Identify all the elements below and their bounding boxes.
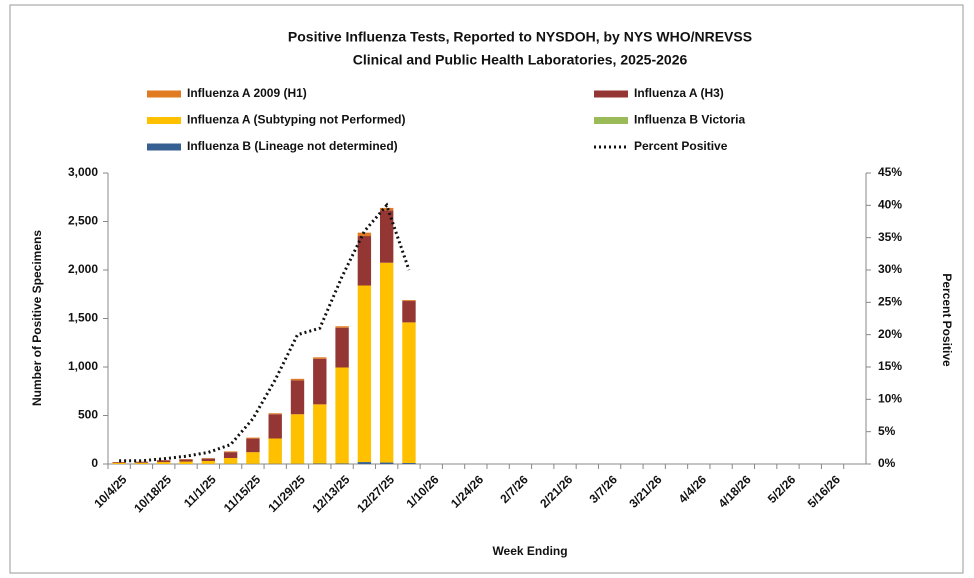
bar-segment (112, 462, 126, 464)
bar-segment (379, 210, 394, 263)
bar-segment (246, 438, 260, 453)
bar-segment (268, 413, 282, 415)
legend-label: Influenza B Victoria (634, 113, 745, 127)
bar-segment (335, 327, 349, 368)
legend-label: Influenza A 2009 (H1) (187, 86, 307, 100)
y2-tick-label: 10% (878, 392, 902, 406)
legend-swatch (147, 143, 181, 151)
y-tick-label: 2,500 (68, 214, 98, 228)
bar-segment (290, 378, 305, 381)
bar-segment (201, 458, 216, 461)
bar-segment (313, 404, 327, 464)
bar-segment (223, 451, 238, 453)
bar-segment (223, 457, 238, 464)
y-tick-label: 500 (78, 408, 98, 422)
y2-tick-label: 25% (878, 295, 902, 309)
bar-segment (357, 236, 372, 286)
bar-segment (157, 460, 171, 463)
bar-segment (313, 357, 327, 359)
bar-segment (313, 358, 327, 405)
bar-segment (335, 367, 349, 464)
y2-tick-label: 30% (878, 262, 902, 276)
bar-segment (179, 461, 193, 464)
x-axis-title: Week Ending (492, 544, 567, 558)
bar-segment (402, 322, 416, 464)
bar-segment (157, 462, 171, 464)
bar-segment (290, 380, 305, 415)
y2-tick-label: 0% (878, 456, 896, 470)
bar-segment (335, 326, 349, 328)
bar-segment (402, 300, 416, 302)
y-tick-label: 2,000 (68, 262, 98, 276)
legend-label: Influenza B (Lineage not determined) (187, 139, 398, 153)
y-tick-label: 1,500 (68, 311, 98, 325)
y-axis-title: Number of Positive Specimens (30, 230, 44, 406)
y-tick-label: 0 (91, 456, 98, 470)
legend-label: Influenza A (H3) (634, 86, 724, 100)
y2-axis-title: Percent Positive (940, 273, 954, 367)
bar-segment (201, 460, 216, 464)
y2-tick-label: 5% (878, 424, 896, 438)
y-tick-label: 1,000 (68, 359, 98, 373)
bar-segment (357, 462, 372, 464)
chart-title: Clinical and Public Health Laboratories,… (353, 52, 688, 68)
y2-tick-label: 15% (878, 359, 902, 373)
legend-swatch (594, 90, 628, 98)
bar-segment (379, 262, 394, 463)
bar-segment (379, 462, 394, 464)
chart-title: Positive Influenza Tests, Reported to NY… (288, 29, 752, 45)
chart-frame (9, 4, 964, 574)
bar-segment (179, 459, 193, 462)
legend-swatch (147, 90, 181, 98)
y2-tick-label: 45% (878, 165, 902, 179)
bar-segment (357, 232, 372, 237)
bar-segment (402, 463, 416, 464)
bar-segment (357, 285, 372, 463)
y-tick-label: 3,000 (68, 165, 98, 179)
bar-segment (134, 461, 149, 463)
y2-tick-label: 40% (878, 198, 902, 212)
bar-segment (246, 437, 260, 439)
bar-segment (268, 414, 282, 439)
bar-segment (223, 452, 238, 458)
bar-segment (268, 438, 282, 464)
bar-segment (246, 452, 260, 464)
y2-tick-label: 35% (878, 230, 902, 244)
bar-segment (402, 301, 416, 323)
bar-segment (134, 462, 149, 464)
legend-swatch (147, 117, 181, 124)
legend-label: Influenza A (Subtyping not Performed) (187, 113, 405, 127)
legend-label: Percent Positive (634, 139, 728, 153)
bar-segment (290, 414, 305, 464)
legend-swatch (594, 117, 628, 124)
bar-segment (112, 463, 126, 464)
y2-tick-label: 20% (878, 327, 902, 341)
